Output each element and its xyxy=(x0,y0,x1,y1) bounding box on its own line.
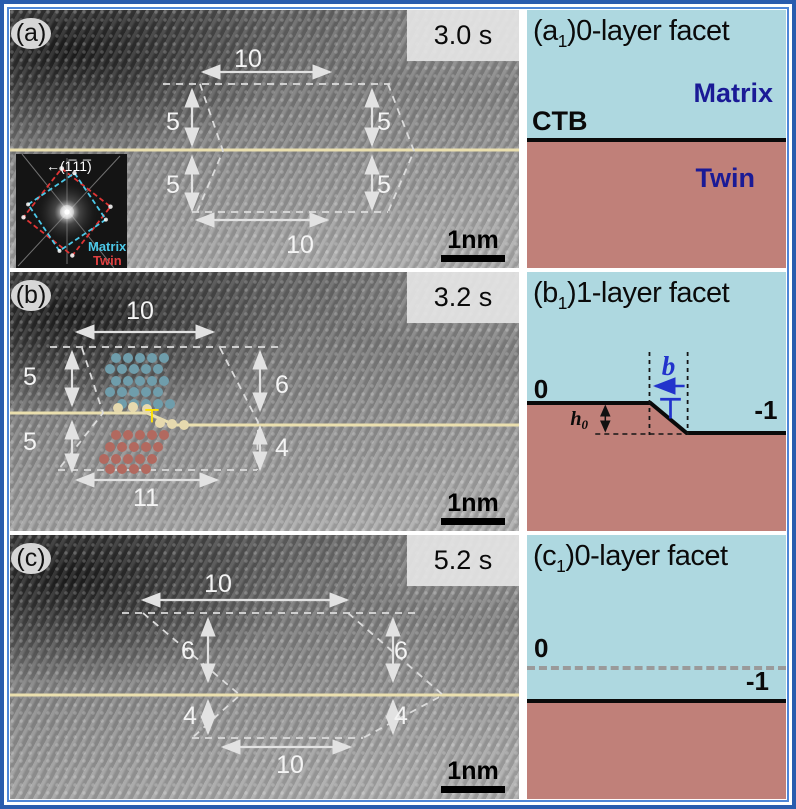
scale-bar-a: 1nm xyxy=(441,228,505,262)
twin-label: Twin xyxy=(695,163,755,193)
measure-left-lower-b: 5 xyxy=(23,428,37,456)
time-label-c-text: 5.2 s xyxy=(433,545,493,575)
matrix-diamond-outline xyxy=(26,171,108,253)
measure-bottom-c: 10 xyxy=(276,751,304,779)
schematic-panel-c1: (c1)0-layer facet 0 -1 xyxy=(527,535,786,799)
panel-label-c-text: (c) xyxy=(16,544,46,572)
time-label-a-text: 3.0 s xyxy=(433,20,493,50)
annotations-b: ⊤ 10 11 5 5 6 4 xyxy=(10,297,519,512)
time-label-a: 3.0 s xyxy=(407,10,519,61)
measure-left-upper-a: 5 xyxy=(166,108,180,136)
measure-left-upper-b: 5 xyxy=(23,363,37,391)
scale-bar-c-text: 1nm xyxy=(447,757,499,785)
title-a1-suffix: )0-layer facet xyxy=(566,15,730,47)
figure-grid: 10 10 5 5 5 5 xyxy=(7,7,789,802)
title-b1-sub: 1 xyxy=(557,292,568,313)
layer-minus-one-label-c1: -1 xyxy=(745,666,769,696)
scale-bar-c-rule xyxy=(441,786,505,793)
measure-left-lower-a: 5 xyxy=(166,171,180,199)
step-height-subscript: 0 xyxy=(582,417,589,432)
title-c1-suffix: )0-layer facet xyxy=(565,540,728,572)
matrix-atom-dots xyxy=(105,353,175,409)
reflection-index-label: ←(1̅11̅) xyxy=(46,158,92,174)
title-b1-prefix: (b xyxy=(533,277,558,309)
panel-label-b-text: (b) xyxy=(15,281,47,309)
title-a1-prefix: (a xyxy=(533,15,558,47)
panel-label-a-text: (a) xyxy=(15,19,47,47)
stepped-boundary-line xyxy=(527,401,786,435)
diffraction-spots xyxy=(21,166,113,258)
time-label-c: 5.2 s xyxy=(407,535,519,586)
title-a1-sub: 1 xyxy=(557,30,568,51)
facet-dashed-outline-b xyxy=(50,346,283,471)
measure-bottom-a: 10 xyxy=(286,231,314,259)
measure-top-a: 10 xyxy=(234,45,262,73)
title-c1-prefix: (c xyxy=(533,540,557,572)
measure-arrows-b xyxy=(64,324,268,488)
schematic-title-c1: (c1)0-layer facet xyxy=(533,540,728,577)
scale-bar-b: 1nm xyxy=(441,491,505,525)
layer-minus-one-label-b1: -1 xyxy=(754,395,777,425)
scale-bar-c: 1nm xyxy=(441,759,505,793)
hrtem-panel-c: 10 10 6 4 6 4 (c) 5.2 s 1nm xyxy=(10,535,519,799)
measure-top-b: 10 xyxy=(126,297,154,325)
panel-label-b: (b) xyxy=(11,280,51,311)
measure-right-lower-b: 4 xyxy=(275,434,289,462)
boundary-atom-dots xyxy=(113,402,189,430)
scale-bar-a-text: 1nm xyxy=(447,226,499,254)
layer-zero-label-b1: 0 xyxy=(534,374,549,404)
schematic-title-a1: (a1)0-layer facet xyxy=(533,15,730,52)
measure-right-upper-b: 6 xyxy=(275,371,289,399)
scale-bar-b-rule xyxy=(441,518,505,525)
title-c1-sub: 1 xyxy=(556,555,566,576)
twin-atom-dots xyxy=(99,430,169,474)
measure-top-c: 10 xyxy=(204,570,232,598)
step-height-label: h0 xyxy=(570,408,588,432)
layer-zero-label-c1: 0 xyxy=(534,633,549,663)
burgers-vector-label: b xyxy=(662,351,676,381)
annotations-a: 10 10 5 5 5 5 xyxy=(10,45,519,259)
fft-diffraction-pattern: ←(1̅11̅) Matrix Twin xyxy=(16,153,127,268)
twin-region-c1 xyxy=(527,699,786,799)
twin-region-a1 xyxy=(527,138,786,268)
time-label-b-text: 3.2 s xyxy=(433,282,493,312)
twin-diamond-outline xyxy=(22,167,112,257)
scale-bar-a-rule xyxy=(441,255,505,262)
measure-left-lower-c: 4 xyxy=(183,702,197,730)
panel-label-a: (a) xyxy=(11,18,51,49)
time-label-b: 3.2 s xyxy=(407,272,519,323)
measure-right-upper-a: 5 xyxy=(377,108,391,136)
title-b1-suffix: )1-layer facet xyxy=(566,277,730,309)
schematic-panel-b1: b ⊤ 0 -1 h0 (b1)1-layer facet xyxy=(527,272,786,531)
fft-matrix-label: Matrix xyxy=(88,239,127,254)
fft-twin-label: Twin xyxy=(93,253,122,268)
measure-right-upper-c: 6 xyxy=(394,637,408,665)
hrtem-panel-b: ⊤ 10 11 5 5 6 4 (b) 3.2 s 1nm xyxy=(10,272,519,531)
schematic-title-b1: (b1)1-layer facet xyxy=(533,277,730,314)
scale-bar-b-text: 1nm xyxy=(447,489,499,517)
facet-dashed-outline-a xyxy=(163,83,415,213)
measure-right-lower-a: 5 xyxy=(377,171,391,199)
measure-right-lower-c: 4 xyxy=(394,702,408,730)
annotations-c: 10 10 6 4 6 4 xyxy=(10,570,519,779)
twin-region-b1 xyxy=(527,405,786,531)
ctb-label: CTB xyxy=(532,106,588,136)
previous-boundary-dashed-line xyxy=(527,666,786,670)
measure-left-upper-c: 6 xyxy=(181,637,195,665)
hrtem-panel-a: 10 10 5 5 5 5 xyxy=(10,10,519,268)
matrix-label: Matrix xyxy=(693,78,773,108)
schematic-panel-a1: (a1)0-layer facet Matrix CTB Twin xyxy=(527,10,786,268)
ctb-line-b xyxy=(10,411,519,427)
fft-inset: ←(1̅11̅) Matrix Twin xyxy=(16,153,127,268)
panel-label-c: (c) xyxy=(11,543,51,574)
step-schematic-b1: b ⊤ 0 -1 h0 xyxy=(527,351,786,531)
measure-arrows-a xyxy=(184,64,380,228)
measure-arrows-c xyxy=(140,592,401,755)
dislocation-symbol-b1: ⊤ xyxy=(658,393,682,424)
dislocation-marker-yellow: ⊤ xyxy=(144,406,160,426)
step-height-symbol: h xyxy=(570,408,581,430)
measure-bottom-b: 11 xyxy=(133,484,159,512)
